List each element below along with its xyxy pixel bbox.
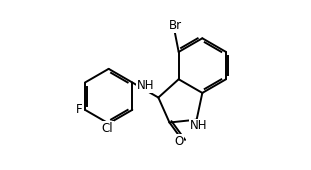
Text: O: O <box>174 135 183 148</box>
Text: NH: NH <box>137 79 154 92</box>
Text: Br: Br <box>169 19 182 32</box>
Text: NH: NH <box>189 119 207 132</box>
Text: F: F <box>76 103 82 116</box>
Text: Cl: Cl <box>101 122 113 134</box>
